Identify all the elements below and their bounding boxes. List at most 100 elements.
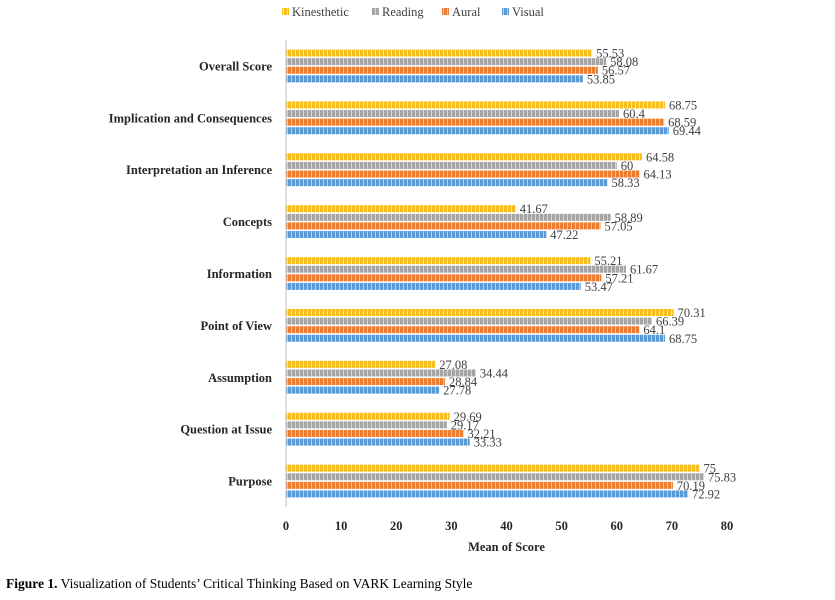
- bar-kinesthetic: [286, 360, 436, 368]
- category-label: Overall Score: [199, 59, 272, 73]
- figure-caption-text: Visualization of Students’ Critical Thin…: [57, 576, 473, 591]
- data-label-kinesthetic: 75: [703, 462, 716, 476]
- bar-kinesthetic: [286, 153, 642, 161]
- bar-aural: [286, 326, 640, 334]
- bar-reading: [286, 421, 447, 429]
- data-label-visual: 33.33: [474, 436, 502, 450]
- data-label-reading: 75.83: [708, 470, 736, 484]
- bar-reading: [286, 369, 476, 377]
- data-label-reading: 61.67: [630, 263, 658, 277]
- data-label-reading: 29.17: [451, 418, 479, 432]
- data-label-reading: 58.08: [610, 55, 638, 69]
- legend-label-visual: Visual: [512, 5, 544, 19]
- data-label-aural: 32.21: [468, 427, 496, 441]
- bar-aural: [286, 429, 464, 437]
- data-label-reading: 60.4: [623, 107, 646, 121]
- x-tick-label: 0: [283, 519, 289, 533]
- bar-aural: [286, 66, 598, 74]
- category-label: Point of View: [200, 319, 272, 333]
- bar-visual: [286, 127, 669, 135]
- figure-caption: Figure 1. Visualization of Students’ Cri…: [6, 576, 472, 592]
- x-tick-label: 80: [721, 519, 734, 533]
- bar-visual: [286, 179, 608, 187]
- data-label-kinesthetic: 55.53: [596, 47, 624, 61]
- bar-aural: [286, 378, 445, 386]
- data-label-visual: 72.92: [692, 487, 720, 501]
- bar-reading: [286, 110, 619, 118]
- category-label: Interpretation an Inference: [126, 163, 272, 177]
- legend-swatch-visual: [502, 8, 509, 15]
- data-label-aural: 64.1: [643, 323, 665, 337]
- bar-visual: [286, 334, 665, 342]
- bar-aural: [286, 222, 601, 230]
- bar-chart: Kinesthetic Reading Aural Visual 55.5358.08…: [109, 5, 736, 554]
- data-label-kinesthetic: 70.31: [678, 306, 706, 320]
- data-label-visual: 68.75: [669, 332, 697, 346]
- bar-kinesthetic: [286, 412, 450, 420]
- data-label-kinesthetic: 64.58: [646, 150, 674, 164]
- category-label: Purpose: [228, 475, 272, 489]
- data-label-aural: 56.57: [602, 64, 630, 78]
- x-tick-label: 50: [555, 519, 568, 533]
- data-label-visual: 47.22: [550, 228, 578, 242]
- legend-swatch-kinesthetic: [282, 8, 289, 15]
- bar-kinesthetic: [286, 205, 516, 213]
- bar-aural: [286, 481, 673, 489]
- legend-label-reading: Reading: [382, 5, 424, 19]
- data-label-visual: 53.85: [587, 72, 615, 86]
- bar-reading: [286, 213, 611, 221]
- category-label: Question at Issue: [180, 423, 272, 437]
- figure-caption-label: Figure 1.: [6, 576, 58, 591]
- x-tick-label: 70: [666, 519, 679, 533]
- bar-kinesthetic: [286, 257, 591, 265]
- bar-visual: [286, 386, 440, 394]
- bar-reading: [286, 161, 617, 169]
- data-label-visual: 58.33: [612, 176, 640, 190]
- data-label-aural: 68.59: [668, 116, 696, 130]
- data-label-aural: 64.13: [644, 168, 672, 182]
- x-axis-title: Mean of Score: [468, 540, 545, 554]
- x-tick-label: 40: [500, 519, 513, 533]
- bar-visual: [286, 231, 547, 239]
- y-axis: Overall Score Implication and Consequence…: [109, 40, 287, 507]
- bar-reading: [286, 265, 626, 273]
- bar-visual: [286, 438, 470, 446]
- x-tick-label: 60: [611, 519, 624, 533]
- data-label-kinesthetic: 55.21: [594, 254, 622, 268]
- bar-aural: [286, 170, 640, 178]
- bar-reading: [286, 58, 607, 66]
- data-label-visual: 53.47: [585, 280, 613, 294]
- bar-visual: [286, 75, 583, 83]
- data-label-visual: 69.44: [673, 124, 702, 138]
- bar-kinesthetic: [286, 308, 674, 316]
- bar-aural: [286, 118, 665, 126]
- bar-aural: [286, 274, 602, 282]
- data-label-reading: 66.39: [656, 315, 684, 329]
- category-label: Implication and Consequences: [109, 111, 272, 125]
- data-label-kinesthetic: 29.69: [454, 410, 482, 424]
- bar-reading: [286, 317, 652, 325]
- data-label-aural: 57.05: [604, 219, 632, 233]
- bar-reading: [286, 473, 705, 481]
- category-label: Assumption: [208, 371, 272, 385]
- data-label-kinesthetic: 41.67: [520, 202, 548, 216]
- chart-legend: Kinesthetic Reading Aural Visual: [282, 5, 544, 19]
- data-label-aural: 28.84: [449, 375, 478, 389]
- legend-swatch-aural: [442, 8, 449, 15]
- bar-visual: [286, 490, 688, 498]
- data-label-reading: 34.44: [480, 366, 509, 380]
- x-tick-label: 30: [445, 519, 458, 533]
- data-label-reading: 58.89: [615, 211, 643, 225]
- data-label-kinesthetic: 27.08: [439, 358, 467, 372]
- x-tick-label: 20: [390, 519, 403, 533]
- bar-visual: [286, 282, 581, 290]
- x-tick-label: 10: [335, 519, 348, 533]
- bar-kinesthetic: [286, 464, 700, 472]
- data-label-kinesthetic: 68.75: [669, 98, 697, 112]
- data-label-reading: 60: [621, 159, 634, 173]
- bar-kinesthetic: [286, 101, 665, 109]
- legend-label-aural: Aural: [452, 5, 481, 19]
- legend-label-kinesthetic: Kinesthetic: [292, 5, 349, 19]
- category-label: Information: [207, 267, 272, 281]
